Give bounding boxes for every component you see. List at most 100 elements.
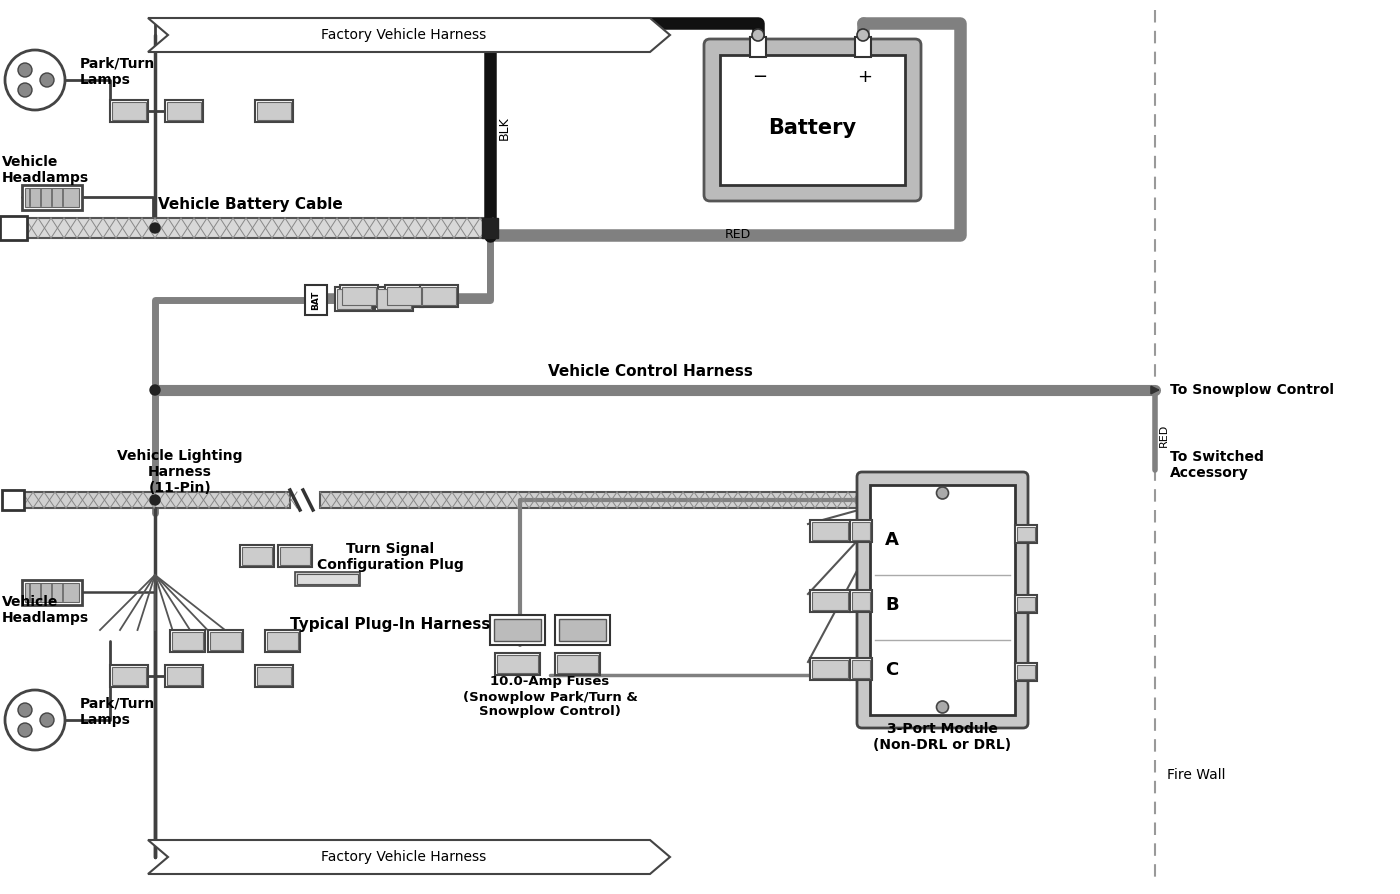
Bar: [22, 580, 83, 605]
Text: 3-Port Module
(Non-DRL or DRL): 3-Port Module (Non-DRL or DRL): [874, 721, 1012, 752]
Bar: [265, 630, 300, 652]
Bar: [850, 590, 872, 612]
Bar: [172, 632, 203, 650]
Text: Vehicle Control Harness: Vehicle Control Harness: [547, 365, 752, 379]
Bar: [111, 665, 148, 687]
Bar: [255, 100, 293, 122]
Text: Park/Turn
Lamps: Park/Turn Lamps: [80, 697, 155, 727]
Text: B: B: [885, 596, 899, 614]
Bar: [853, 592, 869, 610]
Bar: [321, 492, 895, 508]
Text: BAT: BAT: [311, 291, 321, 309]
Circle shape: [150, 223, 160, 233]
Bar: [850, 658, 872, 680]
Bar: [112, 102, 146, 120]
Text: Park/Turn
Lamps: Park/Turn Lamps: [80, 57, 155, 87]
Text: Factory Vehicle Harness: Factory Vehicle Harness: [322, 850, 487, 864]
Bar: [490, 615, 545, 645]
Bar: [377, 289, 412, 309]
Text: BLK: BLK: [497, 116, 511, 140]
Circle shape: [150, 495, 160, 505]
Text: −: −: [752, 68, 767, 86]
Bar: [1016, 527, 1035, 541]
Bar: [267, 632, 298, 650]
Bar: [421, 287, 456, 305]
Bar: [305, 285, 328, 315]
Bar: [385, 285, 423, 307]
Bar: [25, 583, 78, 602]
Bar: [559, 619, 606, 641]
Text: Factory Vehicle Harness: Factory Vehicle Harness: [322, 28, 487, 42]
Bar: [869, 485, 1015, 715]
Text: C: C: [885, 661, 899, 679]
Bar: [335, 287, 372, 311]
Bar: [554, 653, 601, 675]
Bar: [812, 522, 848, 540]
Bar: [1015, 663, 1037, 681]
Circle shape: [18, 83, 32, 97]
Text: Turn Signal
Configuration Plug: Turn Signal Configuration Plug: [316, 542, 463, 572]
Text: A: A: [885, 531, 899, 549]
Bar: [111, 100, 148, 122]
Bar: [812, 592, 848, 610]
Circle shape: [150, 385, 160, 395]
Bar: [494, 619, 540, 641]
Circle shape: [937, 701, 949, 713]
Bar: [239, 545, 274, 567]
Text: Battery: Battery: [769, 118, 857, 138]
Bar: [22, 185, 83, 210]
Bar: [297, 574, 358, 584]
Bar: [169, 630, 204, 652]
Bar: [811, 658, 850, 680]
Circle shape: [18, 63, 32, 77]
Text: Fire Wall: Fire Wall: [1168, 768, 1225, 782]
Bar: [375, 287, 413, 311]
Bar: [0, 216, 27, 240]
Bar: [554, 615, 610, 645]
Bar: [258, 667, 291, 685]
Circle shape: [484, 223, 496, 233]
Text: Vehicle Battery Cable: Vehicle Battery Cable: [158, 197, 343, 212]
Text: To Snowplow Control: To Snowplow Control: [1170, 383, 1334, 397]
Bar: [811, 590, 850, 612]
Circle shape: [752, 29, 764, 41]
Text: +: +: [857, 68, 872, 86]
Text: Vehicle
Headlamps: Vehicle Headlamps: [1, 155, 90, 185]
Bar: [255, 665, 293, 687]
Bar: [167, 667, 202, 685]
FancyBboxPatch shape: [704, 39, 921, 201]
Bar: [853, 522, 869, 540]
Bar: [295, 572, 360, 586]
Bar: [25, 218, 490, 238]
Bar: [340, 285, 378, 307]
Bar: [1, 490, 24, 510]
Bar: [720, 55, 904, 185]
Text: RED: RED: [1159, 424, 1169, 447]
Circle shape: [6, 690, 64, 750]
Bar: [337, 289, 371, 309]
Text: Typical Plug-In Harness: Typical Plug-In Harness: [290, 618, 490, 632]
Bar: [750, 37, 766, 57]
Bar: [1015, 525, 1037, 543]
Bar: [557, 655, 598, 673]
Bar: [209, 630, 244, 652]
Circle shape: [857, 29, 869, 41]
Bar: [855, 37, 871, 57]
Polygon shape: [148, 18, 671, 52]
Bar: [280, 547, 309, 565]
Text: Vehicle
Headlamps: Vehicle Headlamps: [1, 595, 90, 625]
Bar: [25, 188, 78, 207]
Bar: [497, 655, 538, 673]
Text: 10.0-Amp Fuses
(Snowplow Park/Turn &
Snowplow Control): 10.0-Amp Fuses (Snowplow Park/Turn & Sno…: [462, 676, 637, 719]
Bar: [850, 520, 872, 542]
Bar: [496, 653, 540, 675]
Circle shape: [6, 50, 64, 110]
Bar: [812, 660, 848, 678]
Bar: [242, 547, 272, 565]
Circle shape: [41, 73, 55, 87]
Text: To Switched
Accessory: To Switched Accessory: [1170, 450, 1264, 480]
Bar: [258, 102, 291, 120]
Circle shape: [18, 703, 32, 717]
Bar: [22, 492, 290, 508]
Bar: [386, 287, 421, 305]
